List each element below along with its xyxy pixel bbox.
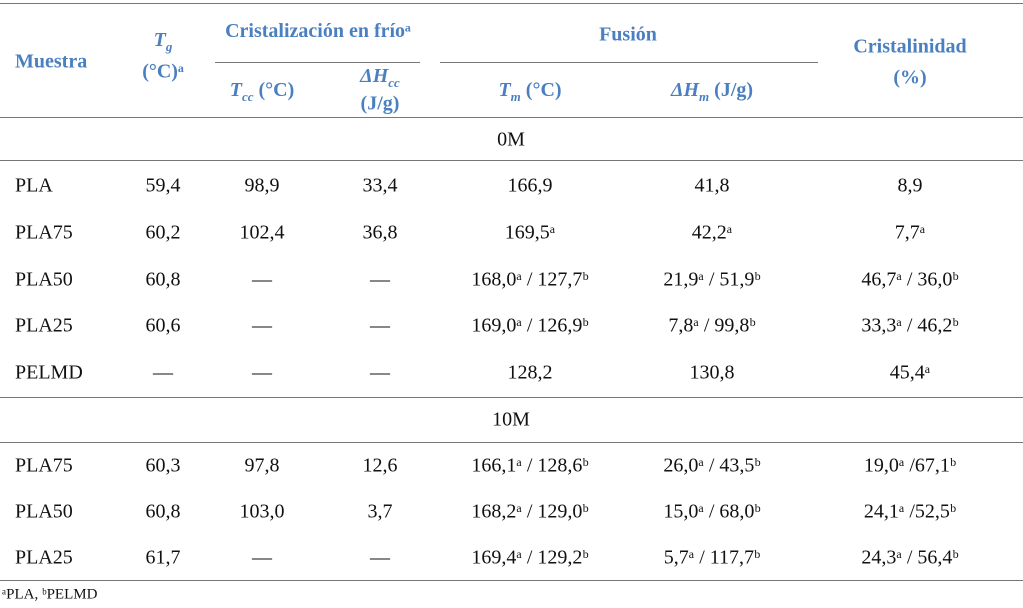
cell: 15,0ᵃ / 68,0ᵇ	[663, 500, 761, 523]
cell: 169,0ᵃ / 126,9ᵇ	[471, 314, 589, 337]
rule	[0, 397, 1023, 398]
cell: —	[252, 546, 272, 569]
row-label: PLA50	[15, 500, 73, 523]
symbol: T	[229, 79, 242, 101]
subscript: m	[699, 89, 710, 104]
cell: 21,9ᵃ / 51,9ᵇ	[663, 268, 761, 291]
cell: 7,7ᵃ	[894, 221, 926, 244]
cell: 24,3ᵃ / 56,4ᵇ	[861, 546, 959, 569]
unit: (°C)	[258, 79, 295, 101]
symbol: T	[498, 79, 511, 101]
unit: (J/g)	[714, 79, 754, 101]
cell: 103,0	[239, 500, 285, 523]
cell: 45,4ᵃ	[889, 361, 931, 384]
rule	[0, 117, 1023, 118]
cell: —	[370, 268, 390, 291]
header-cell: Cristalinidad	[853, 35, 967, 58]
cell: 8,9	[897, 174, 923, 197]
rule	[0, 160, 1023, 161]
cell: 97,8	[244, 454, 280, 477]
cell: 12,6	[362, 454, 398, 477]
header-cell: ΔHcc	[360, 65, 400, 91]
cell: 24,1ᵃ /52,5ᵇ	[863, 500, 957, 523]
unit: (°C)	[525, 79, 562, 101]
cell: 19,0ᵃ /67,1ᵇ	[863, 454, 957, 477]
cell: 61,7	[145, 546, 181, 569]
cell: 46,7ᵃ / 36,0ᵇ	[861, 268, 959, 291]
cell: 128,2	[507, 361, 553, 384]
subscript: cc	[241, 89, 254, 104]
rule	[440, 62, 818, 63]
cell: 60,6	[145, 314, 181, 337]
cell: 33,3ᵃ / 46,2ᵇ	[861, 314, 959, 337]
header-unit: (°C)ᵃ	[142, 60, 184, 83]
row-label: PELMD	[15, 361, 83, 384]
cell: —	[370, 361, 390, 384]
subscript: g	[165, 39, 173, 54]
cell: 60,8	[145, 268, 181, 291]
header-cell: Muestra	[15, 50, 88, 73]
symbol: T	[153, 29, 166, 51]
cell: —	[252, 314, 272, 337]
header-cell: Tcc (°C)	[230, 79, 295, 105]
rule	[0, 580, 1023, 581]
cell: 168,0ᵃ / 127,7ᵇ	[471, 268, 589, 291]
cell: —	[370, 314, 390, 337]
rule	[0, 442, 1023, 443]
cell: 168,2ᵃ / 129,0ᵇ	[471, 500, 589, 523]
cell: 169,4ᵃ / 129,2ᵇ	[471, 546, 589, 569]
cell: 102,4	[239, 221, 285, 244]
row-label: PLA25	[15, 546, 73, 569]
row-label: PLA50	[15, 268, 73, 291]
header-cell: Tg	[154, 29, 173, 55]
row-label: PLA75	[15, 221, 73, 244]
cell: 7,8ᵃ / 99,8ᵇ	[668, 314, 756, 337]
cell: 60,8	[145, 500, 181, 523]
cell: 26,0ᵃ / 43,5ᵇ	[663, 454, 761, 477]
cell: —	[370, 546, 390, 569]
header-cell: Cristalización en fríoᵃ	[225, 20, 411, 42]
cell: 130,8	[689, 361, 735, 384]
cell: 166,9	[507, 174, 553, 197]
cell: 41,8	[694, 174, 730, 197]
rule	[0, 3, 1023, 4]
cell: —	[252, 268, 272, 291]
cell: 59,4	[145, 174, 181, 197]
subscript: cc	[388, 75, 400, 90]
section-label: 10M	[492, 408, 530, 431]
row-label: PLA	[15, 174, 53, 197]
cell: —	[252, 361, 272, 384]
section-label: 0M	[497, 128, 525, 151]
cell: 60,3	[145, 454, 181, 477]
symbol: ΔH	[360, 65, 389, 87]
cell: 166,1ᵃ / 128,6ᵇ	[471, 454, 589, 477]
cell: 169,5ᵃ	[504, 221, 556, 244]
cell: 36,8	[362, 221, 398, 244]
header-unit: (J/g)	[360, 92, 400, 115]
symbol: ΔH	[670, 79, 700, 101]
row-label: PLA25	[15, 314, 73, 337]
header-cell: ΔHm (J/g)	[671, 79, 753, 105]
cell: 5,7ᵃ / 117,7ᵇ	[663, 546, 761, 569]
cell: 33,4	[362, 174, 398, 197]
cell: —	[153, 361, 173, 384]
subscript: m	[510, 89, 521, 104]
header-cell: Tm (°C)	[498, 79, 561, 105]
cell: 60,2	[145, 221, 181, 244]
row-label: PLA75	[15, 454, 73, 477]
rule	[215, 62, 420, 63]
cell: 3,7	[367, 500, 393, 523]
header-cell: Fusión	[599, 23, 657, 46]
header-unit: (%)	[893, 66, 927, 89]
cell: 42,2ᵃ	[691, 221, 733, 244]
cell: 98,9	[244, 174, 280, 197]
footnote: ᵃPLA, ᵇPELMD	[2, 586, 98, 603]
